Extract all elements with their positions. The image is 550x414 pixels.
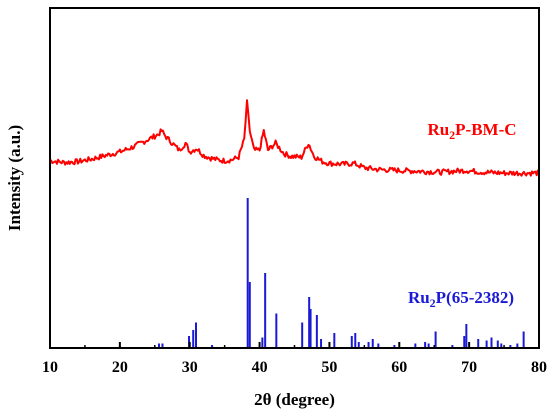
x-tick-label: 50 <box>321 359 337 376</box>
series-label-subscript: 2 <box>430 296 436 310</box>
series-label-base: Ru <box>408 288 430 307</box>
series-label-subscript: 2 <box>449 128 455 142</box>
series-label-base: Ru <box>427 120 449 139</box>
series-label-rest: P(65-2382) <box>436 288 514 307</box>
y-axis-label: Intensity (a.u.) <box>5 125 24 231</box>
x-tick-label: 10 <box>42 359 58 376</box>
x-tick-label: 70 <box>461 359 477 376</box>
series-label-rest: P-BM-C <box>455 120 516 139</box>
x-tick-label: 20 <box>112 359 128 376</box>
reference-stick-group <box>118 198 525 348</box>
x-axis-ticks <box>49 342 540 348</box>
x-tick-label: 60 <box>391 359 407 376</box>
x-tick-label: 40 <box>252 359 268 376</box>
series-label-ru2p-bm-c: Ru2P-BM-C <box>427 120 516 142</box>
x-tick-label: 30 <box>182 359 198 376</box>
x-axis-tick-labels: 10 20 30 40 50 60 70 80 <box>42 359 547 376</box>
series-label-ru2p-reference: Ru2P(65-2382) <box>408 288 514 310</box>
x-tick-label: 80 <box>531 359 547 376</box>
x-axis-label: 2θ (degree) <box>254 390 335 409</box>
series-line-ru2p-bm-c <box>49 99 540 177</box>
